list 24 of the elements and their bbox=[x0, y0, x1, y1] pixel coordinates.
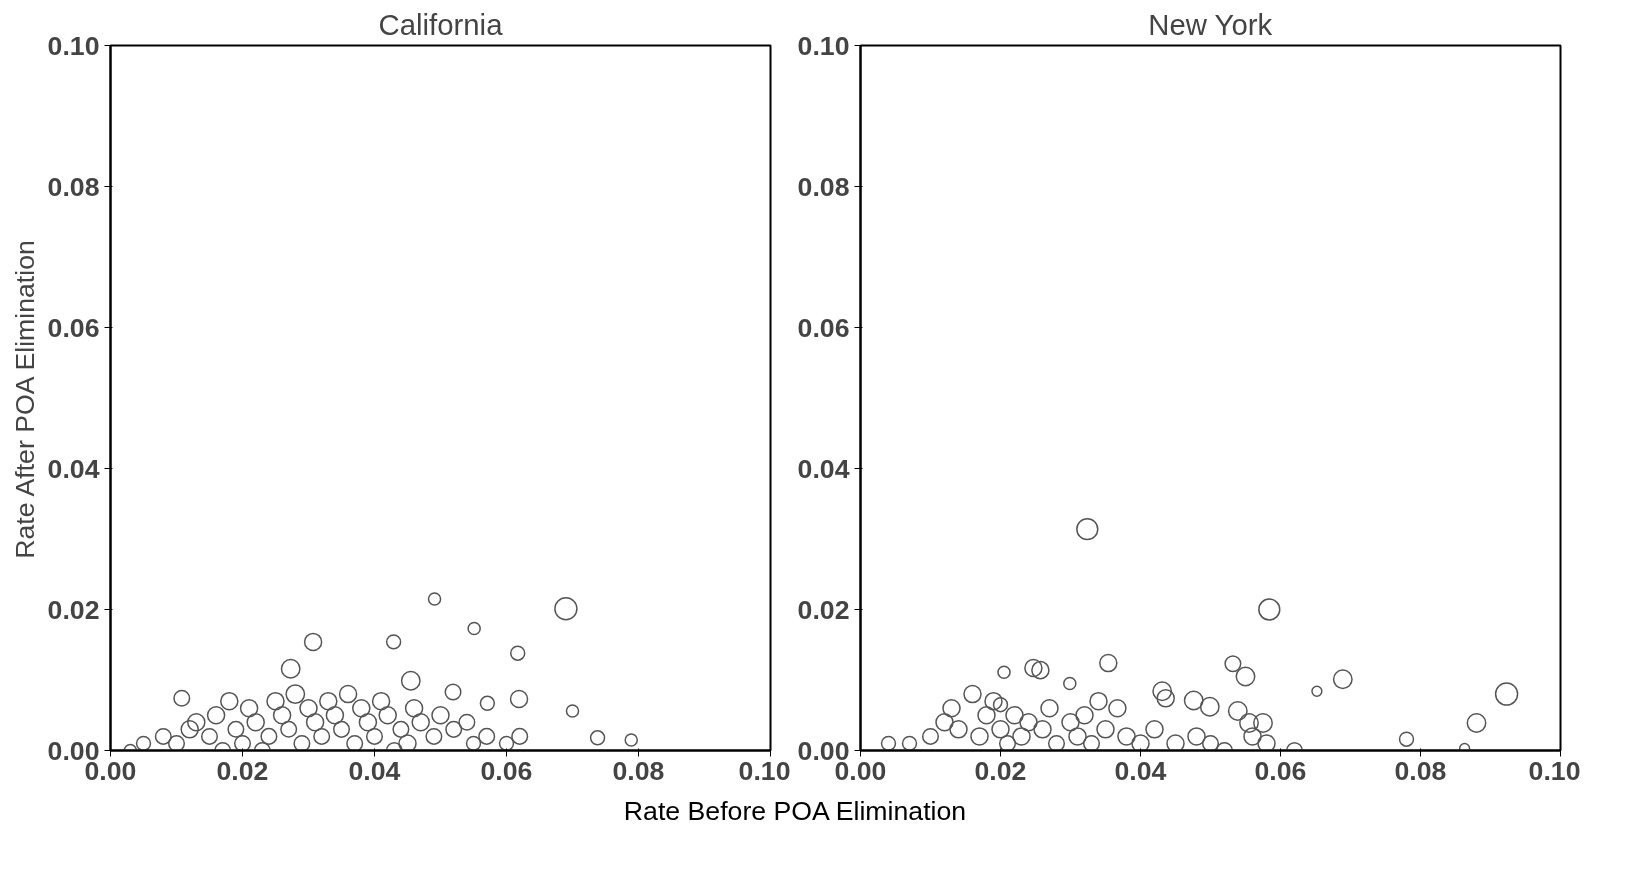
y-tick-label: 0.06 bbox=[47, 312, 100, 343]
y-tick-label: 0.02 bbox=[47, 594, 100, 625]
x-tick-label: 0.08 bbox=[612, 755, 665, 786]
chart-title: New York bbox=[1148, 7, 1273, 41]
x-axis-title: Rate Before POA Elimination bbox=[623, 795, 967, 828]
y-axis-title: Rate After POA Elimination bbox=[9, 240, 40, 559]
y-tick-label: 0.04 bbox=[797, 453, 850, 484]
x-tick-label: 0.06 bbox=[480, 755, 533, 786]
x-tick-label: 0.04 bbox=[348, 755, 401, 786]
x-tick-label: 0.08 bbox=[1394, 755, 1447, 786]
chart-title: California bbox=[378, 7, 504, 41]
x-tick-label: 0.10 bbox=[1528, 755, 1581, 786]
x-tick-label: 0.10 bbox=[738, 755, 791, 786]
y-tick-label: 0.04 bbox=[47, 453, 100, 484]
x-tick-label: 0.04 bbox=[1114, 755, 1167, 786]
x-tick-label: 0.02 bbox=[974, 755, 1027, 786]
y-tick-label: 0.10 bbox=[797, 30, 850, 61]
x-tick-label: 0.02 bbox=[216, 755, 269, 786]
y-tick-label: 0.06 bbox=[797, 312, 850, 343]
y-tick-label: 0.10 bbox=[47, 30, 100, 61]
x-tick-label: 0.06 bbox=[1254, 755, 1307, 786]
y-tick-label: 0.08 bbox=[47, 171, 100, 202]
y-tick-label: 0.02 bbox=[797, 594, 850, 625]
y-tick-label: 0.08 bbox=[797, 171, 850, 202]
